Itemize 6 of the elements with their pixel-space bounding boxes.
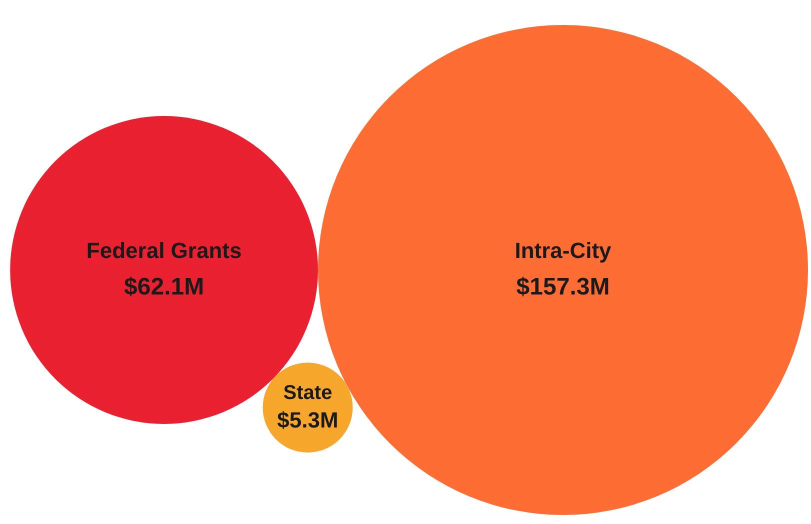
data-label: $5.3M [277,408,338,433]
data-label: $62.1M [124,274,204,301]
category-label: Federal Grants [86,238,242,264]
category-label: Intra-City [514,238,612,264]
data-label: $157.3M [516,274,610,301]
category-label: State [283,382,332,404]
